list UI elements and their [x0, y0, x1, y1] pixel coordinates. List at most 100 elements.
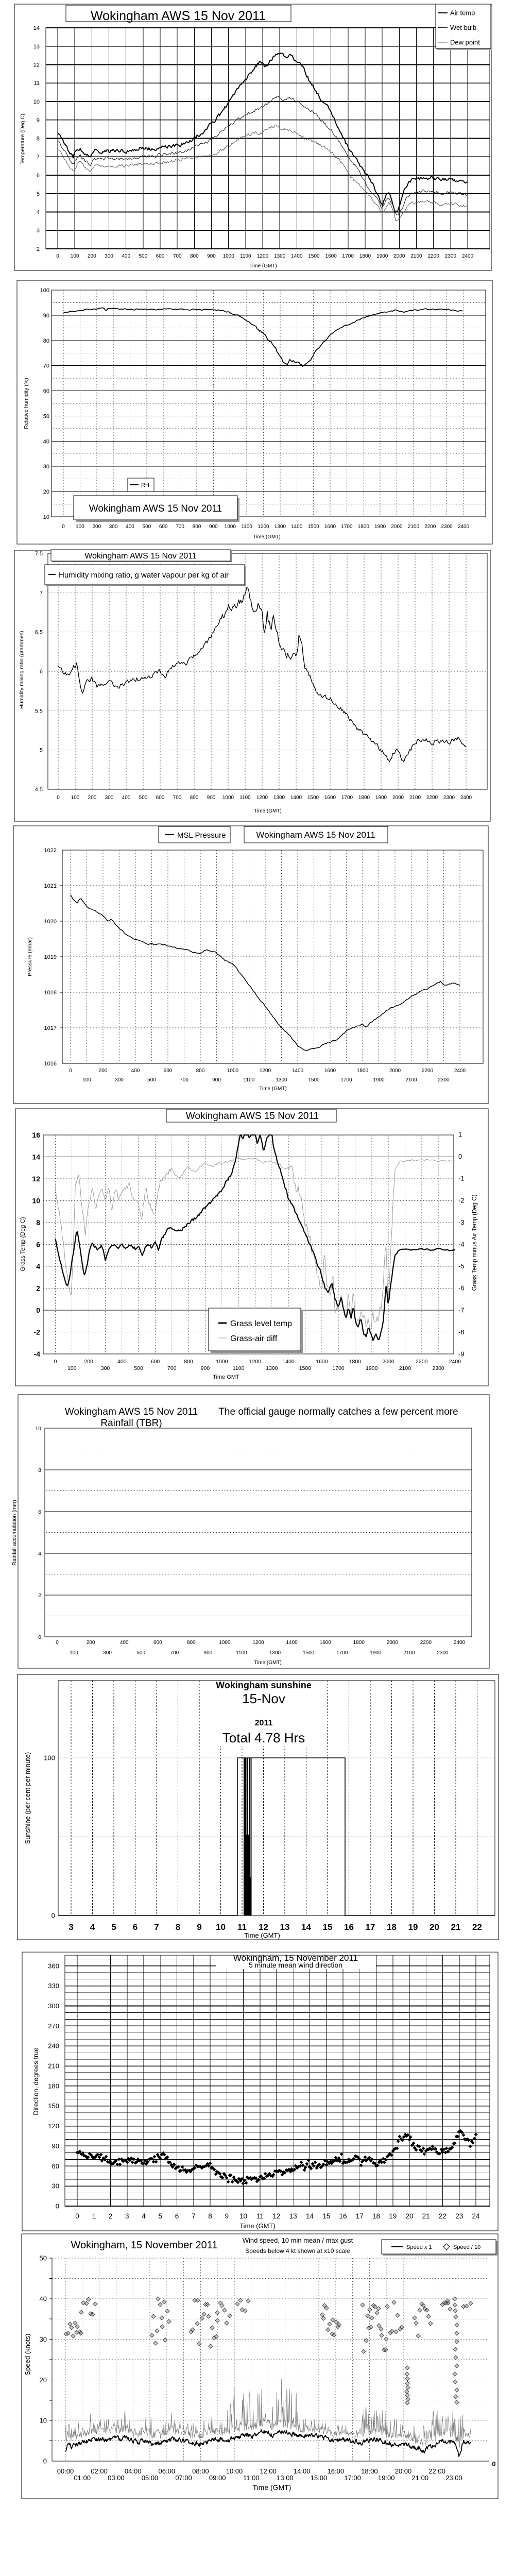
- svg-text:02:00: 02:00: [91, 2467, 108, 2475]
- svg-text:6.5: 6.5: [35, 630, 43, 636]
- svg-text:8: 8: [37, 136, 40, 142]
- svg-text:1900: 1900: [373, 1077, 385, 1083]
- svg-text:300: 300: [101, 1365, 110, 1371]
- svg-text:1019: 1019: [44, 954, 57, 960]
- svg-text:Humidity mixing ratio (grammes: Humidity mixing ratio (grammes): [19, 631, 25, 708]
- svg-text:6: 6: [37, 173, 40, 179]
- svg-text:2400: 2400: [454, 1640, 466, 1646]
- svg-text:2300: 2300: [438, 1077, 450, 1083]
- svg-text:1100: 1100: [240, 253, 251, 259]
- svg-text:2400: 2400: [449, 1359, 461, 1365]
- svg-text:Rainfall (TBR): Rainfall (TBR): [100, 1418, 162, 1429]
- svg-text:17: 17: [356, 2212, 364, 2220]
- svg-text:1: 1: [92, 2212, 96, 2220]
- svg-text:2400: 2400: [454, 1068, 466, 1074]
- svg-text:15:00: 15:00: [311, 2474, 328, 2482]
- svg-text:50: 50: [40, 2255, 47, 2262]
- svg-text:2: 2: [36, 1284, 40, 1293]
- svg-text:800: 800: [190, 795, 199, 801]
- svg-text:30: 30: [40, 2335, 47, 2343]
- svg-text:1200: 1200: [252, 1640, 264, 1646]
- svg-text:Time (GMT): Time (GMT): [253, 534, 281, 540]
- svg-text:06:00: 06:00: [159, 2467, 176, 2475]
- svg-text:1600: 1600: [324, 1068, 336, 1074]
- svg-text:1000: 1000: [223, 253, 235, 259]
- svg-text:0: 0: [492, 2460, 495, 2468]
- svg-text:0: 0: [43, 2458, 47, 2465]
- svg-text:1000: 1000: [227, 1068, 239, 1074]
- svg-text:9: 9: [225, 2212, 229, 2220]
- svg-text:100: 100: [40, 287, 49, 294]
- svg-text:6: 6: [133, 1922, 138, 1932]
- svg-text:6: 6: [175, 2212, 179, 2220]
- svg-text:0: 0: [75, 2212, 79, 2220]
- svg-text:1800: 1800: [359, 253, 371, 259]
- svg-text:90: 90: [43, 313, 49, 319]
- svg-text:1500: 1500: [303, 1650, 315, 1656]
- svg-text:21: 21: [422, 2212, 430, 2220]
- svg-text:-5: -5: [458, 1262, 465, 1270]
- svg-text:0: 0: [69, 1068, 72, 1074]
- svg-text:Wet bulb: Wet bulb: [450, 24, 476, 31]
- svg-text:2200: 2200: [428, 253, 440, 259]
- svg-text:1600: 1600: [325, 253, 337, 259]
- svg-text:150: 150: [48, 2102, 59, 2110]
- svg-text:5: 5: [40, 748, 43, 754]
- svg-text:-2: -2: [34, 1328, 41, 1336]
- svg-text:2100: 2100: [408, 524, 420, 530]
- svg-text:500: 500: [147, 1077, 156, 1083]
- svg-text:4.5: 4.5: [35, 787, 43, 793]
- svg-text:4: 4: [142, 2212, 146, 2220]
- svg-text:Time GMT: Time GMT: [213, 1374, 239, 1380]
- svg-text:600: 600: [159, 524, 168, 530]
- svg-text:Sunshine (per cent per minute): Sunshine (per cent per minute): [24, 1752, 31, 1844]
- svg-text:500: 500: [136, 1650, 145, 1656]
- svg-text:1900: 1900: [366, 1365, 378, 1371]
- svg-text:-7: -7: [458, 1306, 465, 1314]
- svg-text:2200: 2200: [420, 1640, 432, 1646]
- svg-text:1018: 1018: [44, 990, 57, 996]
- svg-text:1021: 1021: [44, 883, 57, 889]
- svg-text:1200: 1200: [256, 795, 268, 801]
- svg-text:05:00: 05:00: [142, 2474, 159, 2482]
- svg-text:1200: 1200: [249, 1359, 262, 1365]
- svg-text:180: 180: [48, 2082, 59, 2090]
- svg-text:1500: 1500: [307, 795, 319, 801]
- svg-text:20: 20: [405, 2212, 413, 2220]
- svg-text:2300: 2300: [437, 1650, 449, 1656]
- svg-text:1400: 1400: [290, 795, 302, 801]
- svg-text:12: 12: [259, 1922, 268, 1932]
- svg-text:RH: RH: [141, 482, 149, 488]
- svg-text:2000: 2000: [392, 795, 404, 801]
- svg-text:400: 400: [120, 1640, 129, 1646]
- svg-text:8: 8: [38, 1467, 41, 1473]
- svg-text:700: 700: [176, 524, 184, 530]
- svg-text:2000: 2000: [393, 253, 405, 259]
- svg-text:2011: 2011: [255, 1719, 273, 1727]
- svg-text:800: 800: [190, 253, 199, 259]
- svg-text:-9: -9: [458, 1350, 465, 1358]
- svg-text:Wokingham AWS 15 Nov 2011: Wokingham AWS 15 Nov 2011: [186, 1111, 319, 1122]
- svg-text:00:00: 00:00: [57, 2467, 74, 2475]
- svg-text:7: 7: [154, 1922, 159, 1932]
- svg-text:100: 100: [70, 1650, 78, 1656]
- svg-text:400: 400: [117, 1359, 127, 1365]
- svg-text:30: 30: [43, 464, 49, 470]
- svg-text:1100: 1100: [236, 1650, 247, 1656]
- svg-text:2000: 2000: [382, 1359, 394, 1365]
- svg-text:23: 23: [455, 2212, 463, 2220]
- svg-text:0: 0: [38, 1634, 41, 1640]
- svg-text:Temperature (Deg C): Temperature (Deg C): [20, 114, 26, 165]
- svg-text:Rainfall accumulation (mm): Rainfall accumulation (mm): [11, 1500, 18, 1565]
- svg-text:2100: 2100: [403, 1650, 415, 1656]
- svg-text:6: 6: [36, 1241, 40, 1249]
- svg-text:200: 200: [88, 795, 97, 801]
- svg-text:1017: 1017: [44, 1025, 57, 1031]
- svg-text:14:00: 14:00: [294, 2467, 311, 2475]
- svg-text:08:00: 08:00: [192, 2467, 209, 2475]
- svg-text:900: 900: [212, 1077, 221, 1083]
- svg-text:100: 100: [44, 1754, 55, 1762]
- svg-text:3: 3: [68, 1922, 73, 1932]
- svg-text:400: 400: [126, 524, 134, 530]
- svg-text:10:00: 10:00: [226, 2467, 243, 2475]
